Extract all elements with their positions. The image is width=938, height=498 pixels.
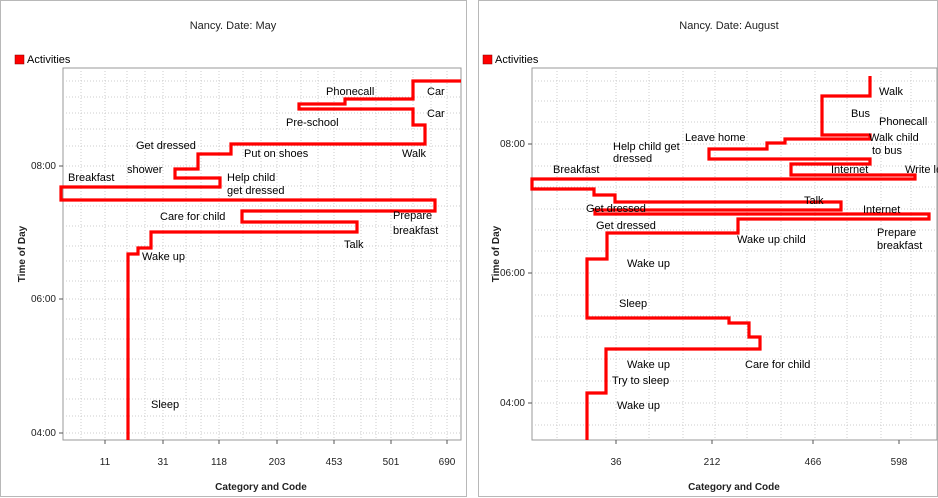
y-axis-title: Time of Day [17,225,28,282]
activity-annotation: breakfast [877,240,922,252]
x-tick-label: 203 [269,457,286,468]
activity-annotation: Phonecall [879,116,927,128]
x-tick-label: 212 [704,457,721,468]
x-tick-label: 598 [891,457,908,468]
activity-annotation: Breakfast [553,164,599,176]
y-tick-label: 08:00 [500,139,525,150]
chart-title: Nancy. Date: August [679,20,778,32]
activity-annotation: get dressed [227,185,284,197]
activity-annotation: Car [427,108,445,120]
activity-annotation: Internet [831,164,868,176]
activity-annotation: Care for child [745,359,810,371]
x-tick-label: 31 [157,457,169,468]
activity-annotation: Help child get [613,141,680,153]
activity-annotation: Walk [879,86,904,98]
chart-panel-august: Nancy. Date: August Activities Time of D… [478,0,938,497]
activity-annotation: Wake up [617,400,660,412]
activity-annotation: Talk [344,239,364,251]
activity-annotation: Get dressed [136,140,196,152]
x-tick-label: 118 [211,457,227,468]
activity-line [530,76,931,440]
activity-annotation: Wake up child [737,234,806,246]
x-axis-title: Category and Code [215,482,307,493]
chart-title: Nancy. Date: May [190,20,277,32]
chart-panel-may: Nancy. Date: May Activities Time of Day … [0,0,467,497]
activity-annotation: Sleep [619,298,647,310]
x-tick-label: 36 [610,457,622,468]
activity-annotation: Prepare [393,210,432,222]
activity-annotation: Bus [851,108,870,120]
x-tick-label: 501 [383,457,400,468]
activity-annotation: Sleep [151,399,179,411]
panel-divider [467,0,478,498]
activity-annotation: Get dressed [586,203,646,215]
activity-annotation: Wake up [627,359,670,371]
legend-swatch [482,54,493,65]
x-tick-label: 690 [439,457,456,468]
x-tick-label: 453 [326,457,343,468]
activity-annotation: Wake up [627,258,670,270]
legend-label: Activities [495,54,539,66]
activity-annotation: to bus [872,145,902,157]
activity-annotation: shower [127,164,163,176]
activity-annotation: Try to sleep [612,375,669,387]
activity-annotation: Prepare [877,227,916,239]
activity-annotation: Write letter [905,164,938,176]
y-axis-title: Time of Day [491,225,502,282]
activity-annotation: Wake up [142,251,185,263]
y-tick-label: 04:00 [31,428,56,439]
activity-annotation: Get dressed [596,220,656,232]
activity-annotation: Help child [227,172,275,184]
activity-annotation: Car [427,86,445,98]
activity-annotation: Breakfast [68,172,114,184]
activity-annotation: Talk [804,195,824,207]
activity-annotation: Leave home [685,132,746,144]
activity-annotation: dressed [613,153,652,165]
chart-may: Nancy. Date: May Activities Time of Day … [14,20,462,493]
legend-swatch [14,54,25,65]
activity-annotation: Internet [863,204,900,216]
y-tick-label: 04:00 [500,398,525,409]
y-tick-label: 06:00 [31,294,56,305]
activity-line [59,79,461,440]
plot-area [62,67,462,441]
activity-annotation: Walk [402,148,427,160]
x-axis-title: Category and Code [688,482,780,493]
legend-label: Activities [27,54,71,66]
x-tick-label: 466 [805,457,822,468]
activity-annotation: Put on shoes [244,148,309,160]
activity-annotation: Care for child [160,211,225,223]
x-tick-label: 11 [100,457,111,468]
chart-august: Nancy. Date: August Activities Time of D… [482,20,938,493]
activity-annotation: Walk child [869,132,919,144]
activity-annotation: breakfast [393,225,438,237]
plot-area [531,67,938,441]
gridlines [532,68,937,440]
y-tick-label: 06:00 [500,268,525,279]
y-tick-label: 08:00 [31,161,56,172]
activity-annotation: Phonecall [326,86,374,98]
activity-annotation: Pre-school [286,117,339,129]
